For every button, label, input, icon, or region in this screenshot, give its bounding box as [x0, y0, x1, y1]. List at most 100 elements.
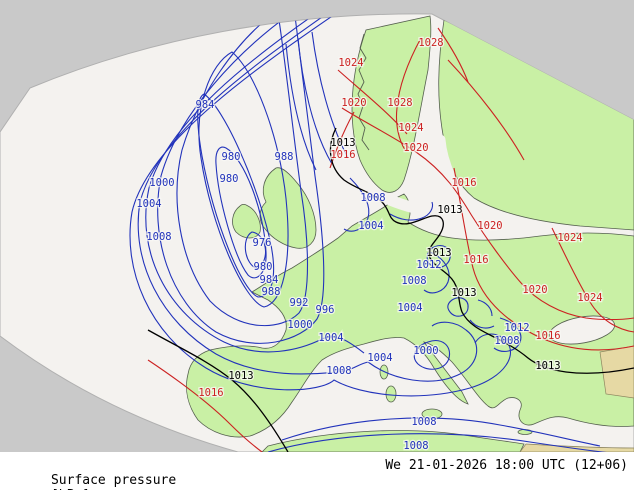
- isobar-label-984: 984: [196, 99, 215, 111]
- statusbar: Surface pressure [hPa] UK-Global We 21-0…: [0, 452, 634, 490]
- isobars-mean: [147, 127, 634, 452]
- isobar-label-988: 988: [275, 151, 294, 163]
- map-baltic-sea: [384, 134, 477, 218]
- isobar-label-1012: 1012: [504, 322, 529, 334]
- isobar-label-1004: 1004: [318, 332, 343, 344]
- isobar-label-1028: 1028: [387, 97, 412, 109]
- map-land-sicily: [421, 408, 443, 420]
- isobar-1024-north: [337, 69, 408, 135]
- isobar-1008-south-2: [267, 433, 621, 452]
- isobar-detail-balkans-2: [469, 319, 495, 329]
- isobar-detail-balkans-1: [447, 297, 469, 317]
- isobar-label-1013: 1013: [535, 360, 560, 372]
- isobar-label-1008: 1008: [411, 416, 436, 428]
- isobar-label-1008: 1008: [146, 231, 171, 243]
- valid-time-label: We 21-01-2026 18:00 UTC (12+06): [385, 458, 628, 473]
- isobar-label-1008: 1008: [494, 335, 519, 347]
- isobar-label-1016: 1016: [451, 177, 476, 189]
- isobar-1013-main: [329, 127, 634, 374]
- isobar-1028-a: [395, 37, 422, 151]
- isobar-detail-baltic: [389, 201, 434, 221]
- isobar-1012-central: [423, 251, 450, 294]
- isobar-label-1013: 1013: [451, 287, 476, 299]
- isobar-980: [215, 146, 267, 279]
- isobar-label-988: 988: [262, 286, 281, 298]
- isobar-984: [197, 93, 275, 298]
- isobar-1020: [341, 107, 634, 321]
- isobar-bundle-ne-1: [297, 37, 333, 165]
- isobars-low: [129, 13, 621, 452]
- isobar-label-1016: 1016: [198, 387, 223, 399]
- isobar-label-1008: 1008: [403, 440, 428, 452]
- isobar-1016-southwest: [147, 359, 263, 452]
- isobar-detail-alps: [426, 245, 451, 269]
- isobar-1016-east: [453, 167, 634, 351]
- map-land-continental-europe: [186, 193, 634, 438]
- parameter-label: Surface pressure: [50, 473, 177, 488]
- map-land-north-africa: [261, 430, 525, 452]
- isobar-label-1024: 1024: [557, 232, 582, 244]
- norway-coastline: [357, 33, 370, 151]
- isobar-label-1013: 1013: [426, 247, 451, 259]
- isobar-1000-mediterranean: [413, 340, 451, 370]
- isobar-label-1008: 1008: [326, 365, 351, 377]
- isobar-bundle-ne-3: [285, 43, 317, 171]
- isobar-label-1000: 1000: [413, 345, 438, 357]
- isobar-label-1016: 1016: [330, 149, 355, 161]
- isobar-1004: [137, 13, 478, 382]
- isobar-label-1024: 1024: [338, 57, 363, 69]
- isobar-label-976: 976: [253, 237, 272, 249]
- isobar-label-996: 996: [316, 304, 335, 316]
- isobar-976: [244, 231, 267, 270]
- isobar-label-1013: 1013: [228, 370, 253, 382]
- isobar-label-1016: 1016: [463, 254, 488, 266]
- isobar-label-1020: 1020: [522, 284, 547, 296]
- map-land-finland-russia: [438, 19, 634, 231]
- isobar-label-1020: 1020: [341, 97, 366, 109]
- isobar-1008-south-1: [281, 417, 601, 447]
- isobar-1013-southwest: [147, 329, 289, 452]
- isobar-label-1000: 1000: [149, 177, 174, 189]
- isobar-label-1008: 1008: [401, 275, 426, 287]
- isobar-bundle-ne-2: [311, 31, 349, 159]
- isobar-label-1013: 1013: [437, 204, 462, 216]
- isobar-label-1013: 1013: [330, 137, 355, 149]
- isobar-label-1004: 1004: [367, 352, 392, 364]
- map-land-britain: [259, 167, 317, 249]
- isobar-label-1008: 1008: [360, 192, 385, 204]
- isobar-label-980: 980: [222, 151, 241, 163]
- isobar-detail-balkans-3: [477, 299, 493, 317]
- isobar-1024-east: [551, 227, 634, 333]
- isobar-label-1012: 1012: [416, 259, 441, 271]
- isobar-high-russia: [447, 59, 525, 161]
- isobar-label-980: 980: [254, 261, 273, 273]
- isobar-label-1024: 1024: [398, 122, 423, 134]
- isobar-1008: [129, 13, 511, 397]
- isobar-label-1020: 1020: [477, 220, 502, 232]
- statusbar-left: Surface pressure [hPa] UK-Global: [4, 458, 176, 490]
- isobar-label-992: 992: [290, 297, 309, 309]
- isobar-1000-atlantic: [145, 13, 365, 354]
- isobars-high: [147, 27, 634, 452]
- isobar-label-1004: 1004: [397, 302, 422, 314]
- isobar-label-1020: 1020: [403, 142, 428, 154]
- isobar-label-1004: 1004: [358, 220, 383, 232]
- isobar-label-1016: 1016: [535, 330, 560, 342]
- isobar-label-1024: 1024: [577, 292, 602, 304]
- map-land-sardinia: [385, 385, 397, 403]
- isobar-label-1004: 1004: [136, 198, 161, 210]
- isobar-1016-north: [329, 111, 355, 169]
- isobar-988: [198, 51, 289, 308]
- isobar-1012-southeast: [493, 317, 522, 352]
- isobar-label-1000: 1000: [287, 319, 312, 331]
- unit-label: [hPa]: [51, 488, 90, 490]
- isobar-label-984: 984: [260, 274, 279, 286]
- isobar-label-1028: 1028: [418, 37, 443, 49]
- isobar-996: [157, 13, 325, 344]
- map-land-ireland: [232, 204, 261, 239]
- isobar-label-980: 980: [220, 173, 239, 185]
- isobar-1028-b: [437, 27, 469, 83]
